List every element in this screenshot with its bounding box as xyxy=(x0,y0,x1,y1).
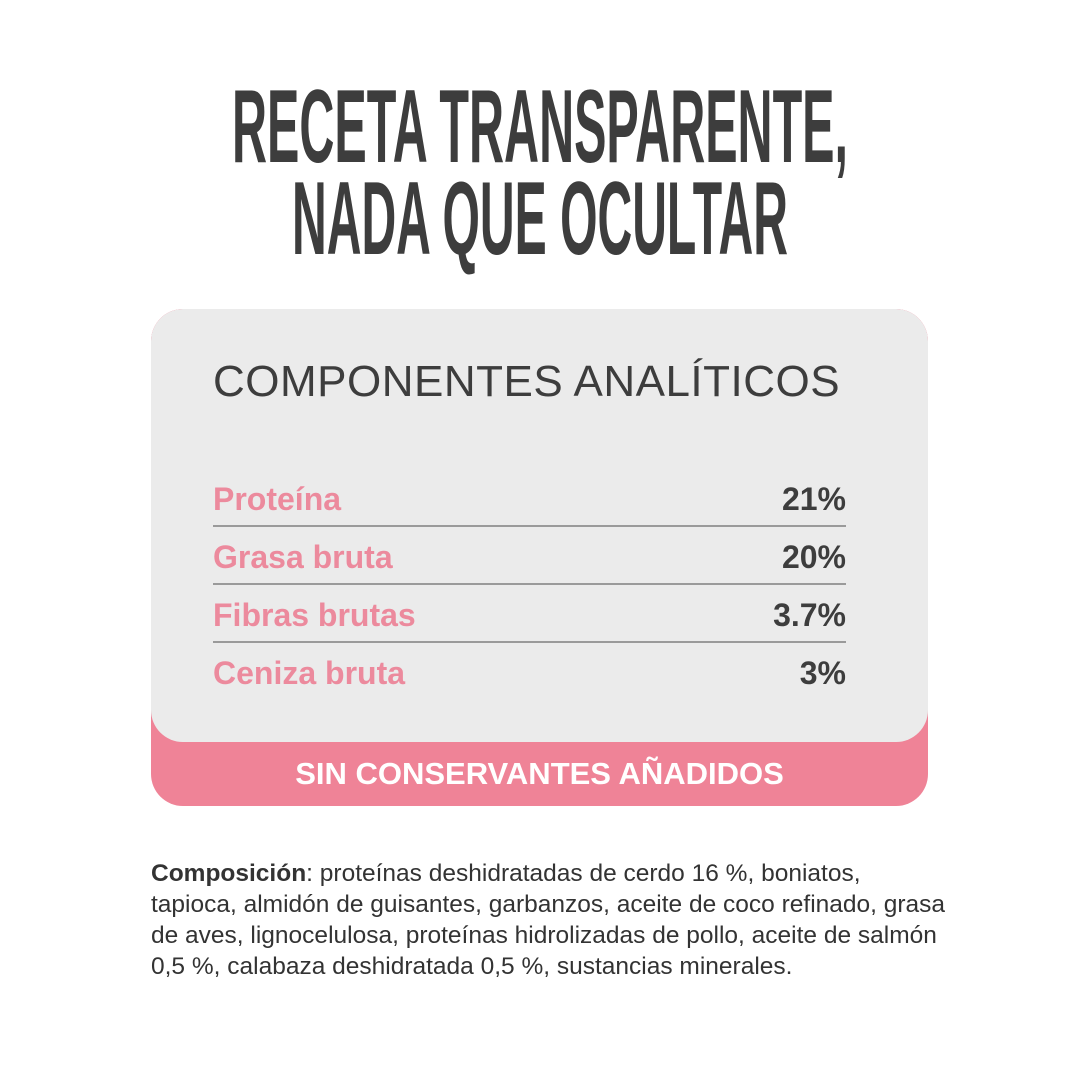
component-name: Proteína xyxy=(213,481,342,517)
composition-label: Composición xyxy=(151,860,307,887)
component-value: 21% xyxy=(781,481,846,517)
component-value: 3% xyxy=(799,655,846,691)
component-row: Ceniza bruta 3% xyxy=(213,641,846,699)
banner: SIN CONSERVANTES AÑADIDOS xyxy=(295,756,784,791)
component-name: Grasa bruta xyxy=(213,539,393,575)
title-line: RECETA TRANSPARENTE, xyxy=(232,69,848,185)
card-heading: COMPONENTES ANALÍTICOS xyxy=(213,357,841,406)
composition: Composición: proteínas deshidratadas de … xyxy=(151,858,951,982)
component-name: Fibras brutas xyxy=(213,597,416,633)
component-value: 20% xyxy=(781,539,846,575)
component-row: Proteína 21% xyxy=(213,467,846,527)
title-line: NADA QUE OCULTAR xyxy=(292,161,788,277)
title: RECETA TRANSPARENTE, NADA QUE OCULTAR xyxy=(232,69,848,277)
analysis-card: COMPONENTES ANALÍTICOS Proteína 21% Grasa … xyxy=(151,309,928,806)
component-row: Grasa bruta 20% xyxy=(213,525,846,585)
composition-text: : proteínas deshidratadas de cerdo 16 %,… xyxy=(151,860,946,980)
component-value: 3.7% xyxy=(773,597,846,633)
component-name: Ceniza bruta xyxy=(213,655,406,691)
component-row: Fibras brutas 3.7% xyxy=(213,583,846,643)
card-body: COMPONENTES ANALÍTICOS Proteína 21% Grasa … xyxy=(151,309,928,742)
